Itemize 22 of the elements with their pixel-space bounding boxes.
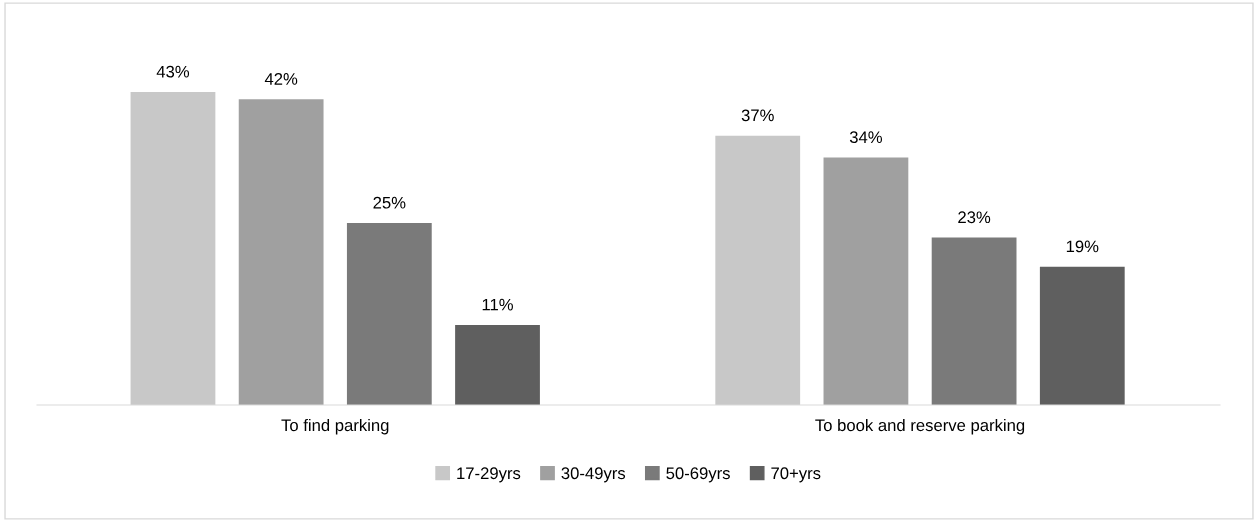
- bar: [823, 157, 909, 405]
- data-label: 37%: [741, 109, 774, 122]
- x-tick-label: To find parking: [281, 418, 389, 435]
- data-label: 34%: [849, 131, 883, 144]
- data-label: 43%: [156, 65, 190, 78]
- data-label: 11%: [482, 298, 513, 311]
- data-label: 25%: [373, 196, 406, 209]
- legend-label: 70+yrs: [771, 467, 821, 483]
- bar: [715, 135, 801, 405]
- legend-label: 50-69yrs: [666, 467, 730, 483]
- data-label: 42%: [264, 73, 298, 85]
- bar: [455, 324, 540, 405]
- x-tick-label: To book and reserve parking: [815, 418, 1025, 435]
- bar: [931, 237, 1017, 405]
- bar: [238, 99, 324, 405]
- data-label: 19%: [1066, 240, 1099, 253]
- bar: [130, 91, 216, 405]
- legend-label: 30-49yrs: [561, 467, 626, 483]
- data-label: 23%: [958, 211, 991, 224]
- legend-label: 17-29yrs: [457, 467, 521, 483]
- bar: [1039, 266, 1125, 405]
- bar: [346, 223, 432, 405]
